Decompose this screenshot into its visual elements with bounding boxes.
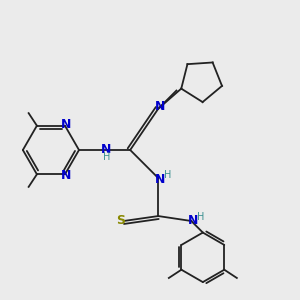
Text: N: N <box>61 118 71 130</box>
Text: H: H <box>197 212 204 222</box>
Text: N: N <box>155 100 165 112</box>
Text: H: H <box>164 170 171 180</box>
Text: N: N <box>155 172 165 186</box>
Text: N: N <box>188 214 198 226</box>
Text: N: N <box>61 169 71 182</box>
Text: H: H <box>103 152 110 162</box>
Text: N: N <box>101 143 111 156</box>
Text: S: S <box>116 214 125 226</box>
